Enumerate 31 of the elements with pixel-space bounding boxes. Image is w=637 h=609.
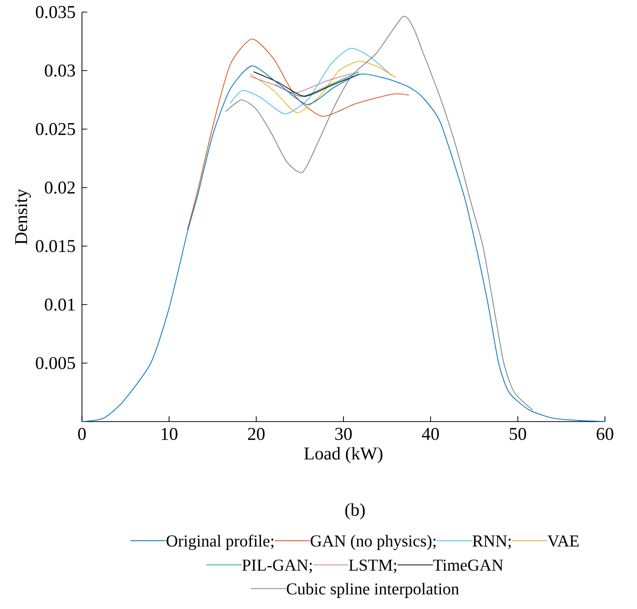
legend-label: Cubic spline interpolation bbox=[286, 582, 459, 598]
legend-label: PIL-GAN; bbox=[242, 559, 312, 573]
legend-label: GAN (no physics); bbox=[310, 534, 436, 550]
legend-label: Original profile; bbox=[166, 534, 274, 550]
x-tick-label: 50 bbox=[510, 428, 526, 440]
line-series bbox=[187, 38, 410, 230]
y-tick-label: 0.01 bbox=[44, 298, 75, 311]
y-tick-label: 0.02 bbox=[44, 181, 75, 194]
y-tick-label: 0.035 bbox=[36, 6, 75, 18]
y-tick-label: 0.03 bbox=[44, 64, 75, 77]
legend-label: RNN; bbox=[472, 535, 511, 549]
x-tick-label: 30 bbox=[335, 428, 352, 440]
x-axis-title: Load (kW) bbox=[304, 446, 382, 464]
y-tick-label: 0.025 bbox=[36, 122, 75, 136]
line-series bbox=[253, 71, 360, 97]
line-series bbox=[230, 48, 392, 114]
x-tick-label: 0 bbox=[78, 428, 86, 440]
legend-label: TimeGAN bbox=[433, 559, 504, 571]
legend-label: LSTM; bbox=[348, 559, 396, 573]
legend-label: VAE bbox=[548, 535, 579, 547]
y-tick-label: 0.005 bbox=[36, 356, 75, 370]
x-tick-label: 40 bbox=[422, 428, 439, 440]
x-tick-label: 10 bbox=[162, 428, 178, 440]
y-axis-title: Density bbox=[15, 188, 31, 244]
x-tick-label: 20 bbox=[248, 428, 265, 440]
line-series bbox=[225, 16, 533, 410]
line-series bbox=[250, 60, 396, 113]
y-tick-label: 0.015 bbox=[36, 240, 75, 252]
text: (b) bbox=[345, 503, 365, 520]
x-tick-label: 60 bbox=[596, 428, 614, 440]
line-series bbox=[250, 72, 354, 94]
